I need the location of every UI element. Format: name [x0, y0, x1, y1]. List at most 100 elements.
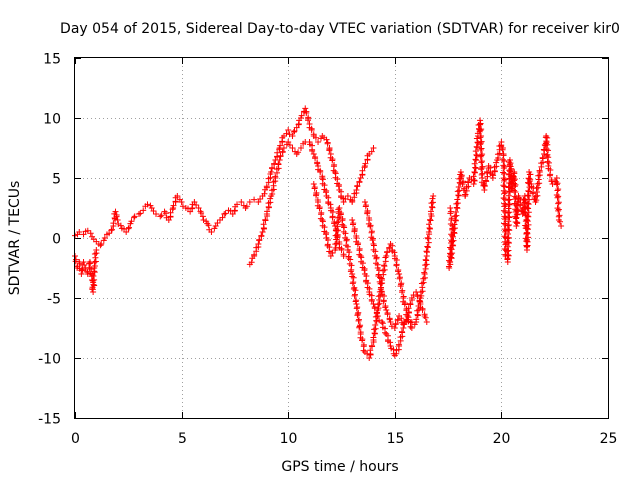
- data-point-marker: [131, 213, 138, 220]
- data-point-marker: [454, 196, 461, 203]
- data-point-marker: [289, 133, 296, 139]
- data-point-marker: [448, 255, 455, 262]
- x-tick-labels: 0 5 10 15 20 25: [71, 431, 617, 447]
- data-point-marker: [157, 213, 164, 220]
- data-point-marker: [193, 202, 200, 208]
- data-point-marker: [333, 240, 340, 247]
- data-point-marker: [504, 235, 511, 242]
- data-point-marker: [333, 228, 340, 235]
- data-point-marker: [501, 216, 508, 223]
- data-point-marker: [316, 205, 323, 212]
- y-axis-label: SDTVAR / TECUs: [7, 181, 23, 296]
- data-point-marker: [167, 209, 174, 216]
- data-point-marker: [544, 151, 551, 158]
- data-point-marker: [72, 258, 79, 265]
- data-point-marker: [454, 188, 461, 195]
- data-point-marker: [449, 250, 456, 257]
- data-point-marker: [449, 242, 456, 249]
- data-point-marker: [423, 248, 430, 255]
- data-point-marker: [404, 316, 411, 323]
- data-point-marker: [506, 200, 513, 207]
- data-point-marker: [407, 323, 414, 330]
- data-point-marker: [251, 196, 258, 203]
- data-point-marker: [452, 208, 459, 215]
- data-point-marker: [453, 212, 460, 219]
- data-point-marker: [90, 281, 97, 288]
- data-point-marker: [504, 248, 511, 255]
- data-point-marker: [258, 232, 265, 239]
- data-point-marker: [554, 205, 561, 212]
- data-point-marker: [269, 164, 276, 171]
- data-point-marker: [310, 181, 317, 187]
- data-point-marker: [332, 241, 339, 248]
- data-point-marker: [461, 191, 468, 198]
- data-point-marker: [511, 183, 518, 190]
- data-point-marker: [553, 175, 560, 181]
- data-point-marker: [297, 145, 304, 151]
- y-tick-label: -5: [47, 292, 61, 308]
- data-point-marker: [329, 250, 336, 256]
- data-point-marker: [525, 201, 532, 208]
- data-point-marker: [500, 165, 507, 172]
- data-point-marker: [555, 200, 562, 207]
- data-point-marker: [87, 230, 94, 237]
- data-point-marker: [499, 156, 506, 163]
- data-point-marker: [222, 210, 229, 217]
- data-point-marker: [501, 220, 508, 227]
- data-point-marker: [477, 139, 484, 146]
- data-point-marker: [460, 187, 467, 194]
- data-point-marker: [140, 207, 147, 214]
- data-point-marker: [311, 185, 318, 192]
- data-point-marker: [506, 214, 513, 221]
- data-point-marker: [91, 282, 98, 289]
- data-point-marker: [478, 166, 485, 173]
- data-point-marker: [424, 234, 431, 241]
- data-point-marker: [303, 110, 310, 116]
- data-point-marker: [263, 183, 270, 190]
- data-point-marker: [472, 165, 479, 172]
- data-point-marker: [555, 206, 562, 213]
- data-point-marker: [178, 199, 185, 205]
- data-point-marker: [471, 168, 478, 175]
- data-point-marker: [370, 334, 377, 341]
- data-point-marker: [507, 168, 514, 175]
- data-point-marker: [477, 127, 484, 134]
- data-point-marker: [93, 247, 100, 253]
- gridlines: [75, 58, 608, 418]
- data-point-marker: [298, 112, 305, 119]
- data-point-marker: [382, 329, 389, 336]
- data-point-marker: [315, 139, 322, 145]
- data-point-marker: [471, 169, 478, 176]
- data-point-marker: [369, 237, 376, 244]
- data-point-marker: [512, 188, 519, 195]
- data-point-marker: [505, 184, 512, 191]
- data-point-marker: [98, 241, 105, 247]
- data-point-marker: [360, 347, 367, 354]
- data-point-marker: [367, 347, 374, 354]
- data-point-marker: [450, 225, 457, 232]
- data-point-marker: [150, 208, 157, 214]
- data-point-marker: [331, 220, 338, 227]
- data-point-marker: [450, 233, 457, 240]
- data-point-marker: [428, 200, 435, 207]
- data-point-marker: [354, 182, 361, 189]
- data-point-marker: [332, 244, 339, 251]
- data-point-marker: [544, 158, 551, 165]
- data-point-marker: [471, 160, 478, 167]
- data-point-marker: [329, 157, 336, 164]
- data-point-marker: [425, 229, 432, 235]
- data-point-marker: [446, 265, 453, 271]
- data-point-marker: [108, 227, 115, 234]
- data-point-marker: [398, 328, 405, 335]
- data-point-marker: [500, 207, 507, 214]
- data-point-marker: [511, 176, 518, 183]
- data-point-marker: [524, 218, 531, 225]
- data-point-marker: [525, 192, 532, 199]
- data-point-marker: [393, 262, 400, 269]
- data-point-marker: [451, 221, 458, 228]
- data-point-marker: [478, 159, 485, 166]
- data-point-marker: [423, 319, 430, 325]
- data-point-marker: [482, 177, 489, 184]
- x-tick-label: 20: [493, 431, 511, 447]
- data-point-marker: [524, 238, 531, 245]
